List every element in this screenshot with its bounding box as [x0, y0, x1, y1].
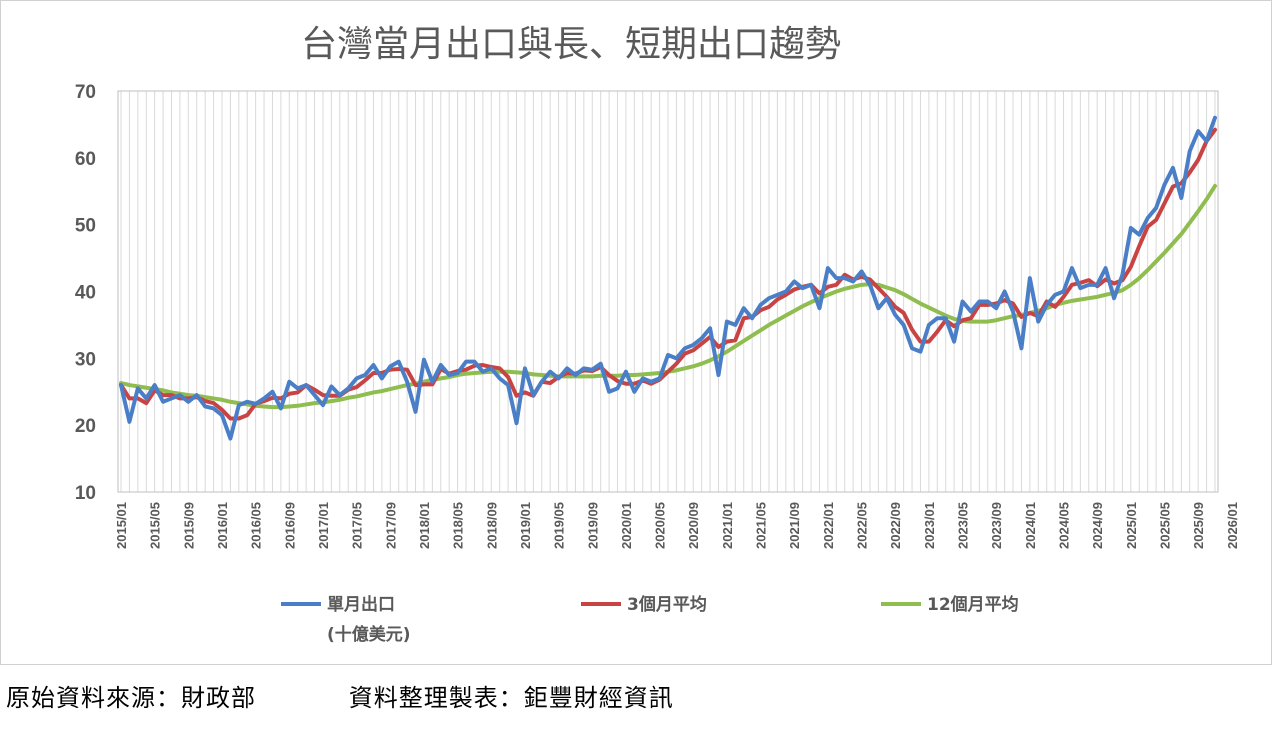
legend-label-monthly: 單月出口: [327, 594, 395, 615]
x-tick-label: 2015/09: [181, 502, 196, 549]
x-tick-label: 2022/01: [821, 502, 836, 549]
compiler-note: 資料整理製表：鉅豐財經資訊: [348, 684, 674, 712]
x-tick-label: 2025/01: [1124, 502, 1139, 549]
axis-layer: 10 20 30 40 50 60 70 2015/01 2015/05 2015/09 2016/…: [75, 82, 1240, 549]
legend-label-ma12: 12個月平均: [927, 594, 1019, 615]
chart-title: 台灣當月出口與長、短期出口趨勢: [301, 24, 841, 65]
x-tick-label: 2020/05: [653, 502, 668, 549]
x-tick-label: 2026/01: [1225, 502, 1240, 549]
y-tick-label: 10: [75, 483, 96, 504]
footer: 原始資料來源：財政部 資料整理製表：鉅豐財經資訊: [6, 678, 674, 713]
legend: 單月出口 (十億美元) 3個月平均 12個月平均: [281, 594, 1019, 645]
y-tick-label: 70: [75, 82, 96, 103]
x-tick-label: 2019/01: [518, 502, 533, 549]
x-tick-label: 2021/01: [720, 502, 735, 549]
x-tick-label: 2015/01: [114, 502, 129, 549]
plot-area-border: [117, 90, 1219, 493]
x-tick-label: 2024/09: [1090, 502, 1105, 549]
x-tick-label: 2019/09: [585, 502, 600, 549]
y-tick-label: 30: [75, 349, 96, 370]
x-tick-label: 2018/05: [451, 502, 466, 549]
y-tick-label: 60: [75, 149, 96, 170]
series-line-monthly: [119, 115, 1217, 441]
chart-svg: 台灣當月出口與長、短期出口趨勢 10 20 30 40 50 60 70 2015/01 201…: [75, 24, 1240, 645]
x-tick-label: 2020/09: [686, 502, 701, 549]
x-tick-label: 2023/09: [989, 502, 1004, 549]
x-tick-label: 2017/01: [316, 502, 331, 549]
legend-label-monthly-unit: (十億美元): [327, 624, 411, 645]
x-tick-label: 2023/01: [922, 502, 937, 549]
x-tick-label: 2022/09: [888, 502, 903, 549]
x-tick-label: 2016/05: [249, 502, 264, 549]
x-tick-label: 2017/05: [350, 502, 365, 549]
x-tick-label: 2021/05: [754, 502, 769, 549]
series-layer: [119, 115, 1217, 441]
x-tick-label: 2017/09: [383, 502, 398, 549]
x-tick-label: 2016/09: [282, 502, 297, 549]
x-tick-label: 2018/09: [484, 502, 499, 549]
chart-frame: 台灣當月出口與長、短期出口趨勢 10 20 30 40 50 60 70 2015/01 201…: [0, 0, 1272, 665]
x-tick-label: 2015/05: [148, 502, 163, 549]
x-tick-label: 2018/01: [417, 502, 432, 549]
x-tick-label: 2021/09: [787, 502, 802, 549]
x-tick-label: 2025/05: [1158, 502, 1173, 549]
x-tick-label: 2023/05: [956, 502, 971, 549]
x-tick-label: 2020/01: [619, 502, 634, 549]
grid-layer: [117, 90, 1219, 493]
x-tick-label: 2025/09: [1191, 502, 1206, 549]
y-tick-label: 20: [75, 416, 96, 437]
x-tick-label: 2024/01: [1023, 502, 1038, 549]
x-tick-label: 2024/05: [1057, 502, 1072, 549]
x-tick-label: 2022/05: [855, 502, 870, 549]
x-tick-label: 2019/05: [552, 502, 567, 549]
source-note: 原始資料來源：財政部: [6, 684, 256, 712]
legend-label-ma3: 3個月平均: [627, 594, 707, 615]
x-tick-label: 2016/01: [215, 502, 230, 549]
y-tick-label: 50: [75, 216, 96, 237]
y-tick-label: 40: [75, 283, 96, 304]
